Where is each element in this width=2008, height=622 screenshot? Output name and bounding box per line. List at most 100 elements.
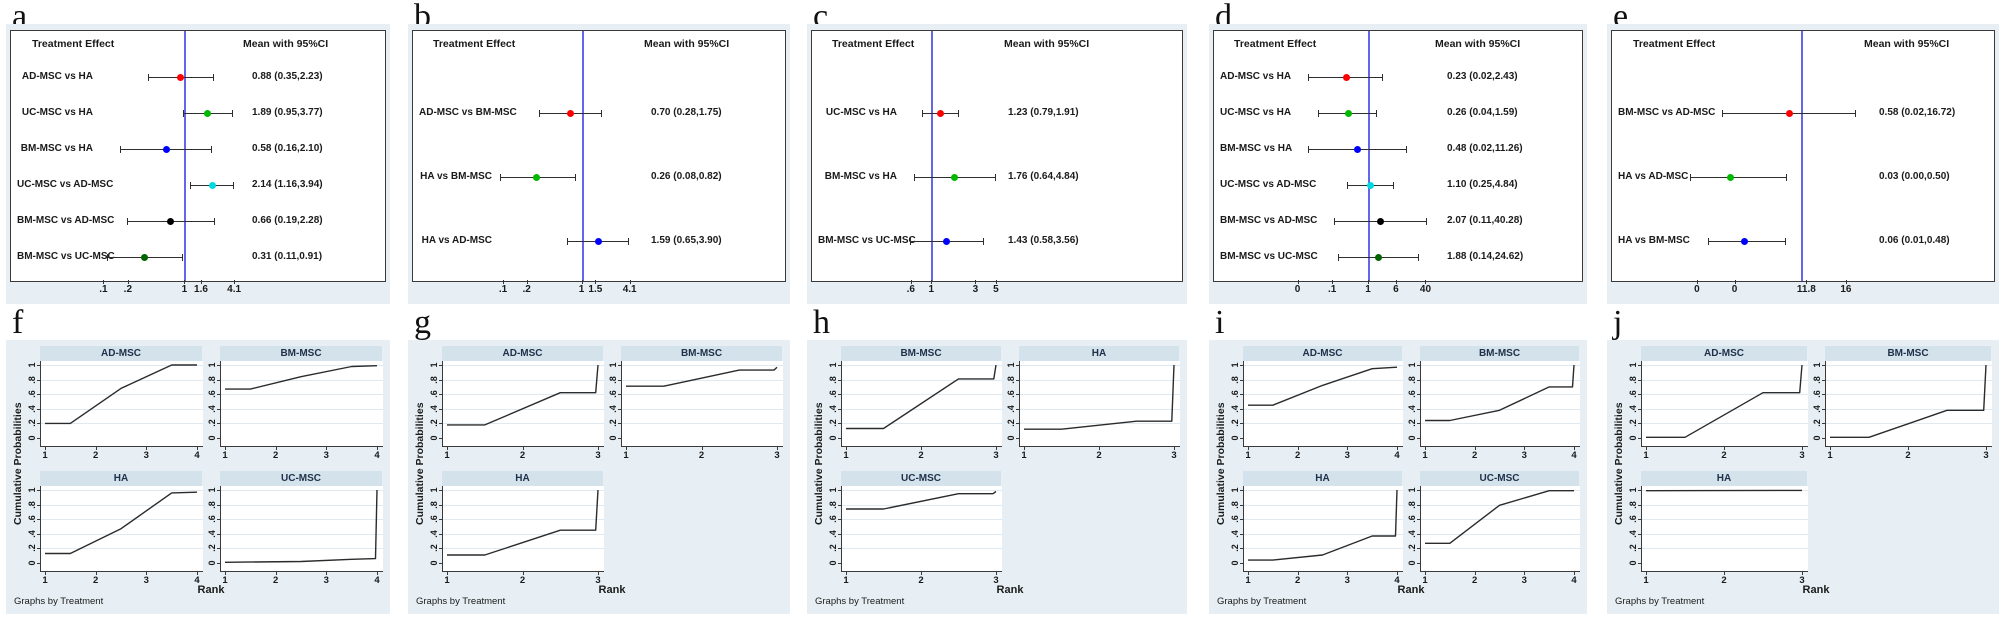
gridline (1244, 394, 1403, 396)
gridline (443, 490, 604, 491)
axis-tick-label: 3 (972, 284, 979, 295)
y-tick-label: .6 (1628, 515, 1638, 523)
gridline (1421, 519, 1580, 521)
x-tick-mark (447, 571, 448, 575)
y-tick-mark (1638, 490, 1641, 491)
x-tick-mark (1425, 571, 1426, 575)
y-tick-mark (217, 504, 220, 506)
subplot-title: BM-MSC (1420, 346, 1579, 361)
axis-tick (503, 280, 504, 284)
x-tick-mark (146, 571, 148, 575)
x-tick-label: 2 (1295, 575, 1301, 586)
y-tick-label: .8 (1407, 500, 1417, 509)
y-tick-label: .8 (429, 500, 439, 509)
subplot-plot-area: 0 .2 .4 .6 .8 1 1 2 3 (1628, 361, 1808, 461)
subplot-title: HA (1019, 346, 1179, 361)
cumulative-probability-curve (45, 364, 197, 425)
mean-dot (594, 237, 602, 245)
ci-cap-low (1346, 181, 1348, 189)
y-tick-mark (439, 490, 442, 491)
y-tick-mark (439, 423, 442, 425)
x-tick-mark (1908, 446, 1909, 450)
cumulative-probability-curve (846, 490, 997, 510)
x-tick-mark (777, 446, 778, 450)
x-tick-mark (326, 446, 328, 450)
panel-letter-j: j (1613, 304, 1623, 341)
x-tick-label: 4 (1394, 575, 1400, 586)
subplot-title: BM-MSC (1825, 346, 1991, 361)
graphs-by-treatment-note: Graphs by Treatment (1615, 596, 1705, 607)
ci-cap-low (1334, 217, 1336, 225)
axis-tick (1332, 280, 1334, 284)
axis-tick (629, 280, 631, 284)
gridline (1244, 423, 1403, 425)
y-tick-mark (1638, 563, 1641, 564)
forest-row-label: BM-MSC vs HA (20, 143, 93, 154)
gridline (1642, 365, 1808, 366)
y-tick-label: 0 (1628, 560, 1638, 566)
y-tick-label: .2 (608, 419, 618, 428)
y-axis-label: Cumulative Probabilities (813, 402, 825, 525)
mean-dot (1376, 217, 1384, 225)
y-tick-label: .6 (207, 515, 217, 523)
subplot-title: HA (40, 471, 202, 486)
mean-ci-value: 1.89 (0.95,3.77) (252, 107, 323, 118)
x-tick-label: 2 (93, 575, 99, 586)
gridline (1642, 379, 1808, 381)
y-tick-mark (1240, 423, 1243, 425)
x-tick-mark (846, 571, 847, 575)
gridline (1020, 365, 1180, 366)
y-tick-mark (1240, 438, 1243, 439)
y-tick-label: .6 (828, 390, 838, 398)
ci-cap-high (1784, 237, 1786, 245)
x-tick-label: 1 (1245, 450, 1251, 461)
gridline (1421, 490, 1580, 491)
x-tick-mark (626, 446, 627, 450)
y-tick-mark (838, 548, 841, 550)
y-tick-label: .4 (27, 405, 37, 413)
x-tick-label: 3 (323, 450, 329, 461)
x-tick-label: 3 (1344, 575, 1350, 586)
x-tick-label: 4 (194, 450, 200, 461)
y-tick-label: .8 (429, 375, 439, 384)
mean-dot (1375, 253, 1383, 261)
x-tick-label: 3 (1521, 575, 1527, 586)
y-tick-label: 1 (1407, 487, 1417, 493)
x-tick-label: 4 (194, 575, 200, 586)
gridline (443, 365, 604, 366)
y-tick-label: .6 (429, 515, 439, 523)
mean-ci-value: 0.58 (0.16,2.10) (252, 143, 323, 154)
x-tick-mark (522, 446, 524, 450)
gridline (41, 365, 203, 366)
y-tick-mark (37, 490, 40, 491)
subplot-title: AD-MSC (442, 346, 603, 361)
y-tick-mark (838, 394, 841, 396)
gridline (41, 408, 203, 410)
rankogram-panel-f: Cumulative Probabilities AD-MSC 0 .2 .4 .6 .8 1… (6, 340, 390, 614)
y-tick-label: .4 (27, 530, 37, 538)
gridline (221, 504, 383, 506)
y-tick-label: .4 (1628, 405, 1638, 413)
y-tick-mark (439, 563, 442, 564)
x-tick-label: 3 (323, 575, 329, 586)
cumulative-probability-curve (1645, 489, 1803, 492)
axis-tick-label: .2 (522, 284, 531, 295)
y-tick-label: .8 (1628, 500, 1638, 509)
subplot-title: AD-MSC (1243, 346, 1402, 361)
ci-cap-low (1708, 237, 1710, 245)
graphs-by-treatment-note: Graphs by Treatment (416, 596, 506, 607)
mean-ci-value: 0.26 (0.04,1.59) (1447, 107, 1518, 118)
y-tick-mark (439, 519, 442, 521)
y-tick-mark (1638, 438, 1641, 439)
axis-tick-label: 4.1 (227, 284, 242, 295)
y-tick-mark (1417, 438, 1420, 439)
ci-cap-high (1375, 109, 1377, 117)
y-tick-mark (37, 394, 40, 396)
axis-tick (1368, 280, 1370, 284)
mean-ci-value: 0.03 (0.00,0.50) (1879, 171, 1950, 182)
ci-cap-low (1722, 109, 1724, 117)
y-tick-label: .8 (1230, 500, 1240, 509)
ci-cap-high (213, 73, 215, 81)
y-tick-label: 0 (27, 435, 37, 441)
x-tick-mark (95, 446, 97, 450)
